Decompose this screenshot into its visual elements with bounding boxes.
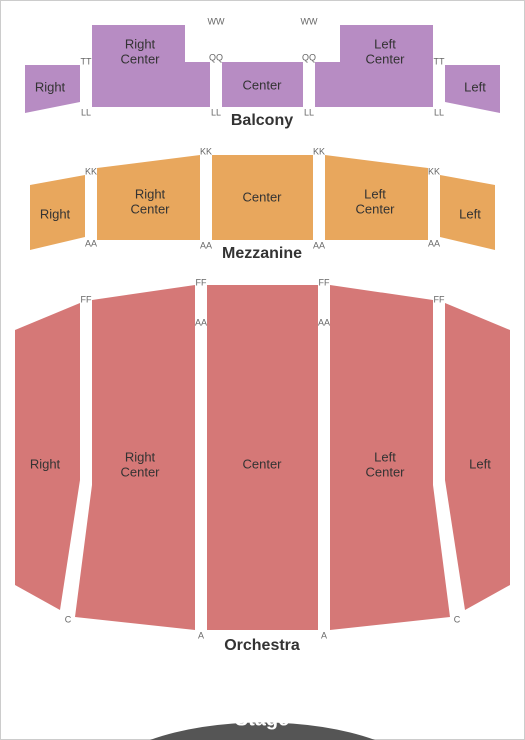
row-aa-m2: AA <box>200 240 212 250</box>
row-ll-1: LL <box>81 107 91 117</box>
mezz-left-center[interactable] <box>325 155 428 240</box>
mezz-center[interactable] <box>212 155 313 240</box>
row-aa-o1: AA <box>195 317 207 327</box>
row-a-2: A <box>321 630 327 640</box>
row-ff-2: FF <box>196 277 207 287</box>
mezz-right[interactable] <box>30 175 85 250</box>
balcony-title: Balcony <box>231 112 293 129</box>
row-ff-3: FF <box>319 277 330 287</box>
row-kk-1: KK <box>85 166 97 176</box>
row-aa-m4: AA <box>428 238 440 248</box>
row-a-1: A <box>198 630 204 640</box>
balcony-center[interactable] <box>222 62 303 107</box>
row-c-2: C <box>454 614 461 624</box>
orch-left-center[interactable] <box>330 285 450 630</box>
stage-label: Stage <box>235 708 289 730</box>
row-ww-l: WW <box>208 16 225 26</box>
row-ll-3: LL <box>304 107 314 117</box>
orch-center[interactable] <box>207 285 318 630</box>
mezz-left[interactable] <box>440 175 495 250</box>
seating-chart: Right Right Center Center Left Center Le… <box>0 0 525 740</box>
row-ff-4: FF <box>434 294 445 304</box>
mezz-right-center[interactable] <box>97 155 200 240</box>
orchestra-title: Orchestra <box>224 637 300 654</box>
row-kk-3: KK <box>313 146 325 156</box>
mezzanine-title: Mezzanine <box>222 245 302 262</box>
row-ff-1: FF <box>81 294 92 304</box>
row-ww-r: WW <box>301 16 318 26</box>
orch-right-center[interactable] <box>75 285 195 630</box>
row-qq-l: QQ <box>209 52 223 62</box>
row-aa-m1: AA <box>85 238 97 248</box>
row-aa-m3: AA <box>313 240 325 250</box>
row-aa-o2: AA <box>318 317 330 327</box>
row-ll-2: LL <box>211 107 221 117</box>
row-ll-4: LL <box>434 107 444 117</box>
row-tt-r: TT <box>434 56 445 66</box>
row-c-1: C <box>65 614 72 624</box>
row-kk-4: KK <box>428 166 440 176</box>
row-qq-r: QQ <box>302 52 316 62</box>
row-kk-2: KK <box>200 146 212 156</box>
row-tt-l: TT <box>81 56 92 66</box>
